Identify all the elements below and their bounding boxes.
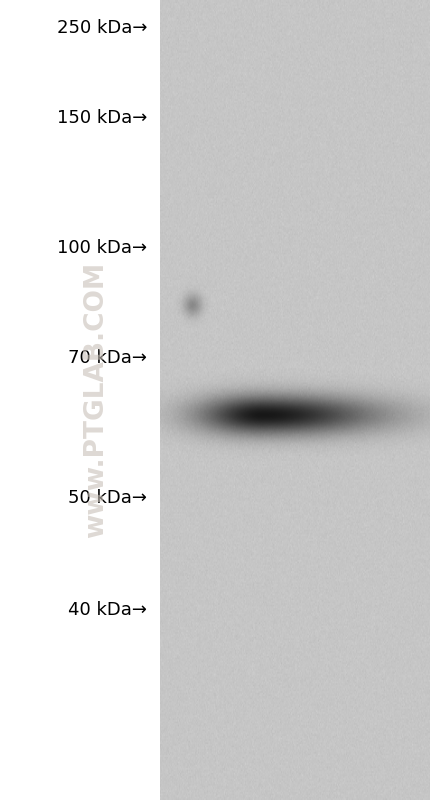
Text: 100 kDa→: 100 kDa→ (57, 239, 147, 257)
Text: 50 kDa→: 50 kDa→ (68, 489, 147, 507)
Text: 150 kDa→: 150 kDa→ (57, 109, 147, 127)
Text: www.PTGLAB.COM: www.PTGLAB.COM (83, 262, 109, 538)
Text: 70 kDa→: 70 kDa→ (68, 349, 147, 367)
Text: 40 kDa→: 40 kDa→ (68, 601, 147, 619)
Text: 250 kDa→: 250 kDa→ (57, 19, 147, 37)
